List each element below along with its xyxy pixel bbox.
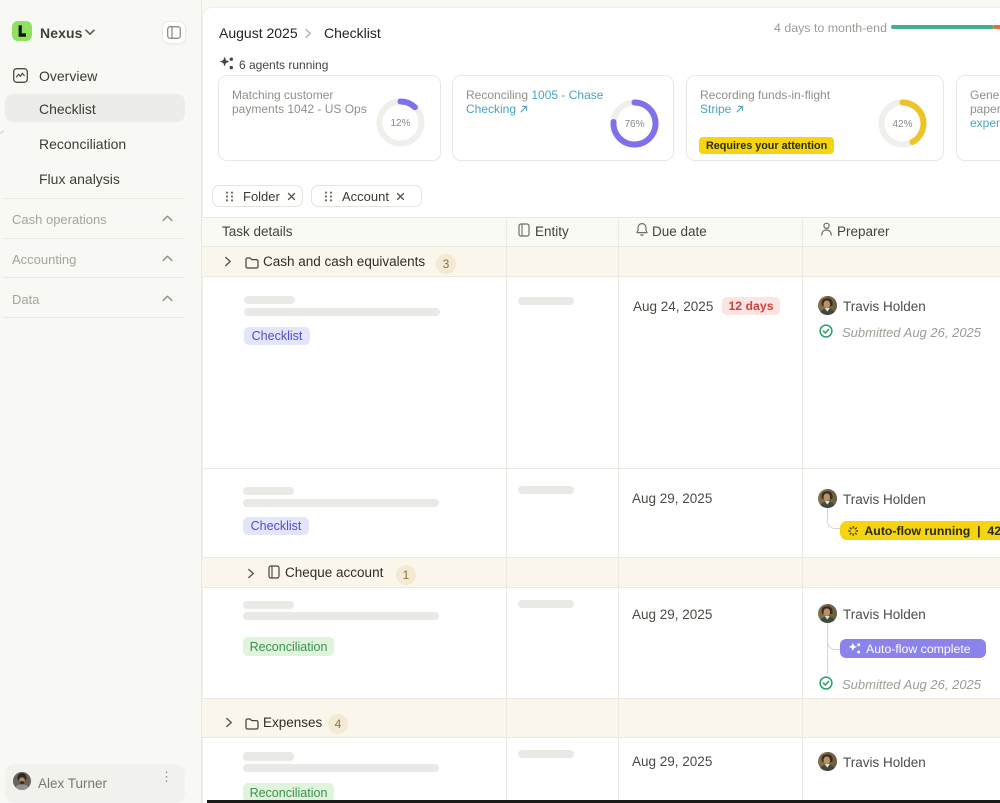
svg-text:12%: 12% <box>390 118 410 129</box>
svg-text:76%: 76% <box>624 119 644 130</box>
svg-text:42%: 42% <box>892 119 912 130</box>
